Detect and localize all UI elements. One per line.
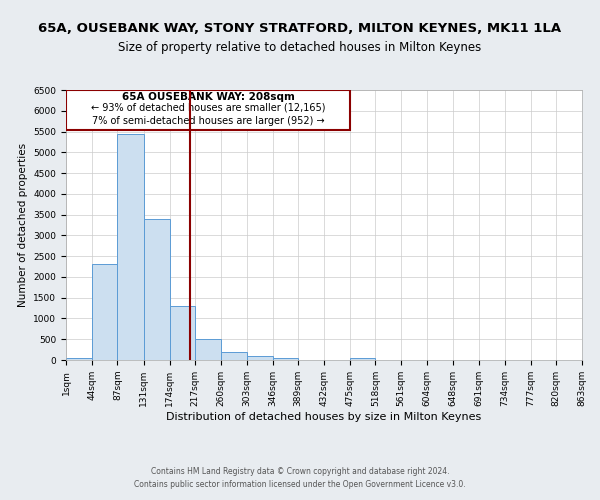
Bar: [170, 306, 195, 360]
FancyBboxPatch shape: [66, 90, 350, 130]
Bar: [247, 356, 272, 360]
Bar: [144, 219, 170, 360]
Text: Size of property relative to detached houses in Milton Keynes: Size of property relative to detached ho…: [118, 41, 482, 54]
Text: Contains public sector information licensed under the Open Government Licence v3: Contains public sector information licen…: [134, 480, 466, 489]
Bar: [66, 358, 92, 360]
Text: 65A OUSEBANK WAY: 208sqm: 65A OUSEBANK WAY: 208sqm: [122, 92, 295, 102]
Text: 65A, OUSEBANK WAY, STONY STRATFORD, MILTON KEYNES, MK11 1LA: 65A, OUSEBANK WAY, STONY STRATFORD, MILT…: [38, 22, 562, 36]
Y-axis label: Number of detached properties: Number of detached properties: [18, 143, 28, 307]
X-axis label: Distribution of detached houses by size in Milton Keynes: Distribution of detached houses by size …: [166, 412, 482, 422]
Bar: [92, 264, 118, 360]
Bar: [350, 358, 376, 360]
Bar: [272, 358, 298, 360]
Bar: [195, 339, 221, 360]
Text: Contains HM Land Registry data © Crown copyright and database right 2024.: Contains HM Land Registry data © Crown c…: [151, 467, 449, 476]
Text: 7% of semi-detached houses are larger (952) →: 7% of semi-detached houses are larger (9…: [92, 116, 325, 126]
Text: ← 93% of detached houses are smaller (12,165): ← 93% of detached houses are smaller (12…: [91, 102, 325, 112]
Bar: [118, 134, 144, 360]
Bar: [221, 352, 247, 360]
